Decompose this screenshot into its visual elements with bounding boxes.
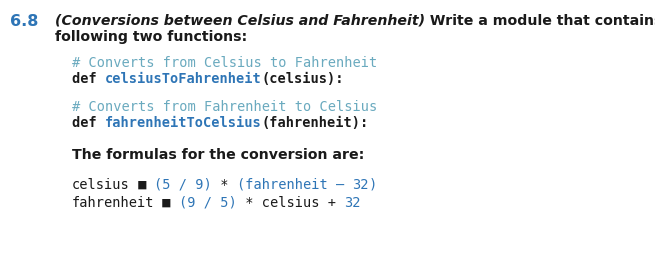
Text: ): ) xyxy=(369,178,377,192)
Text: ■: ■ xyxy=(130,178,155,192)
Text: The formulas for the conversion are:: The formulas for the conversion are: xyxy=(72,148,364,162)
Text: celsiusToFahrenheit: celsiusToFahrenheit xyxy=(105,72,262,86)
Text: (celsius):: (celsius): xyxy=(262,72,345,86)
Text: fahrenheit: fahrenheit xyxy=(72,196,155,210)
Text: # Converts from Celsius to Fahrenheit: # Converts from Celsius to Fahrenheit xyxy=(72,56,377,70)
Text: 32: 32 xyxy=(345,196,361,210)
Text: (Conversions between Celsius and Fahrenheit): (Conversions between Celsius and Fahrenh… xyxy=(55,14,425,28)
Text: 32: 32 xyxy=(352,178,369,192)
Text: *: * xyxy=(212,178,237,192)
Text: def: def xyxy=(72,116,105,130)
Text: ■: ■ xyxy=(155,196,179,210)
Text: (5 / 9): (5 / 9) xyxy=(155,178,212,192)
Text: * celsius +: * celsius + xyxy=(237,196,345,210)
Text: (9 / 5): (9 / 5) xyxy=(179,196,237,210)
Text: # Converts from Fahrenheit to Celsius: # Converts from Fahrenheit to Celsius xyxy=(72,100,377,114)
Text: (fahrenheit –: (fahrenheit – xyxy=(237,178,352,192)
Text: celsius: celsius xyxy=(72,178,130,192)
Text: 6.8: 6.8 xyxy=(10,14,39,29)
Text: def: def xyxy=(72,72,105,86)
Text: fahrenheitToCelsius: fahrenheitToCelsius xyxy=(105,116,262,130)
Text: Write a module that contains the: Write a module that contains the xyxy=(425,14,655,28)
Text: following two functions:: following two functions: xyxy=(55,30,247,44)
Text: (fahrenheit):: (fahrenheit): xyxy=(262,116,369,130)
